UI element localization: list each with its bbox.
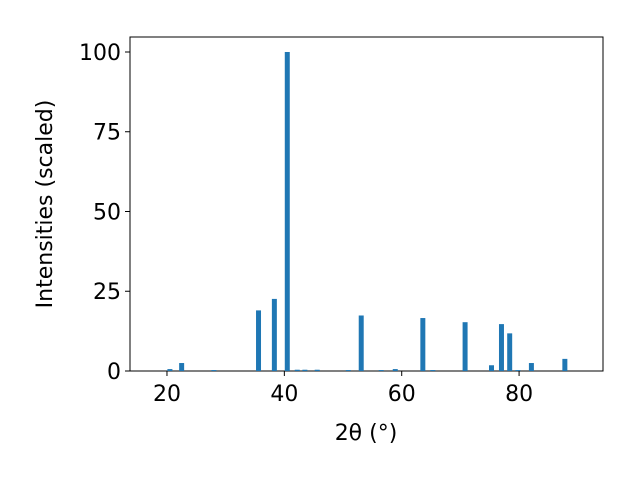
bar — [498, 324, 504, 371]
bar — [489, 365, 494, 371]
bar — [507, 333, 513, 371]
bar — [378, 370, 384, 371]
bar — [392, 369, 398, 371]
bar — [314, 369, 320, 371]
axes-frame — [129, 36, 604, 372]
y-tick-label: 75 — [93, 121, 121, 146]
bar — [345, 370, 351, 371]
bar — [528, 363, 534, 371]
x-tick-label: 40 — [270, 382, 298, 407]
bar — [302, 369, 308, 371]
bar — [430, 370, 436, 371]
bar — [211, 370, 217, 371]
bar — [562, 358, 568, 371]
bar — [284, 51, 290, 371]
x-axis-label: 2θ (°) — [335, 421, 398, 446]
bar — [420, 318, 426, 371]
bar — [294, 369, 300, 371]
y-tick-label: 100 — [79, 41, 121, 66]
bar — [515, 370, 521, 371]
y-tick-label: 50 — [93, 200, 121, 225]
bar — [256, 310, 262, 371]
x-tick-label: 80 — [505, 382, 533, 407]
bar — [179, 363, 185, 371]
bar — [462, 322, 468, 371]
bar — [358, 315, 364, 371]
y-tick-label: 0 — [107, 360, 121, 385]
bar — [271, 298, 277, 371]
x-tick-label: 60 — [388, 382, 416, 407]
y-tick-label: 25 — [93, 280, 121, 305]
x-tick-label: 20 — [153, 382, 181, 407]
bar — [167, 369, 173, 371]
y-axis-label: Intensities (scaled) — [33, 100, 58, 309]
